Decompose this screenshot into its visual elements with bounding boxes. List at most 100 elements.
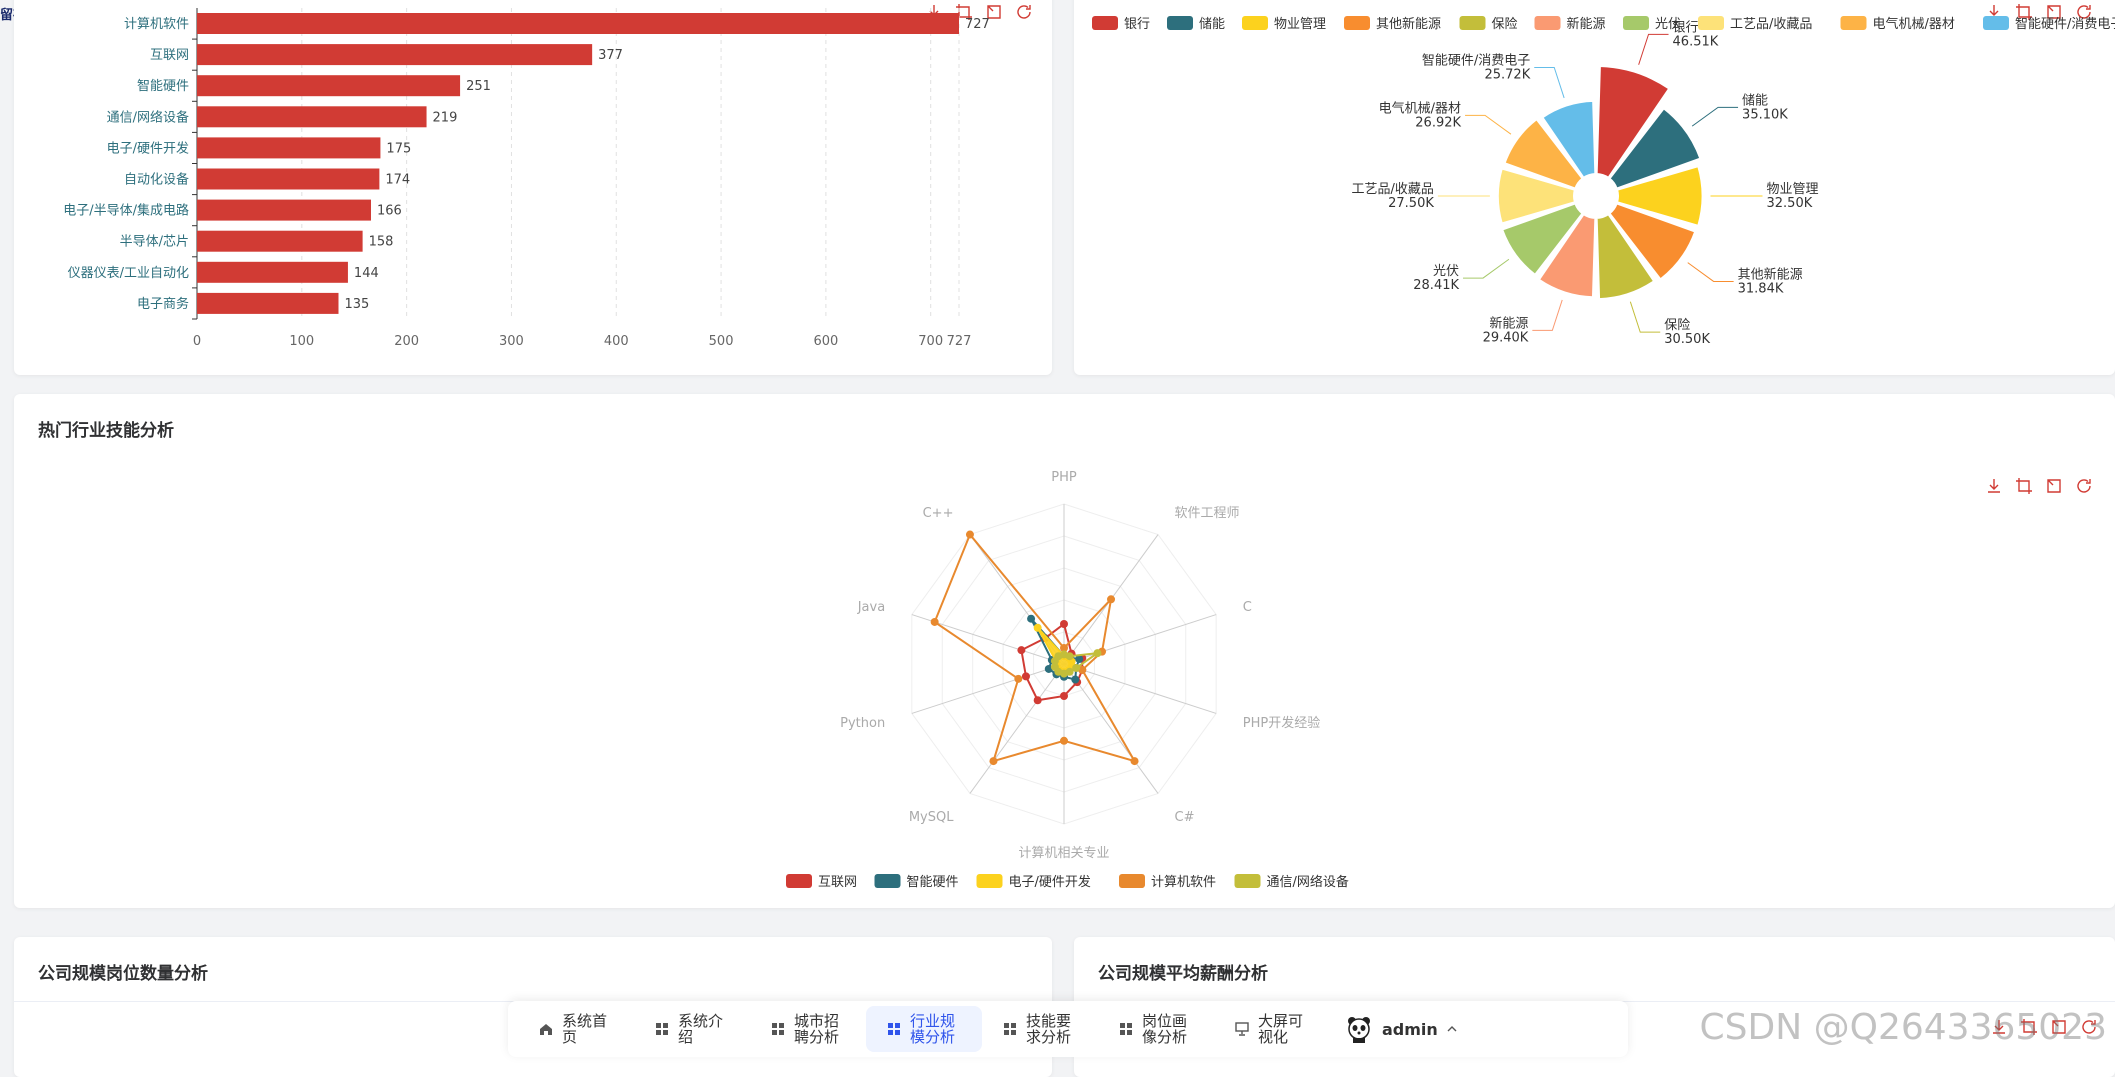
legend-swatch[interactable] xyxy=(1119,874,1145,888)
legend-label[interactable]: 智能硬件 xyxy=(907,875,959,890)
radar-axis xyxy=(911,663,1065,714)
crop-icon[interactable] xyxy=(2019,1017,2039,1037)
crop-icon[interactable] xyxy=(2014,2,2034,22)
bar[interactable] xyxy=(197,75,461,97)
refresh-icon[interactable] xyxy=(2074,2,2094,22)
legend-swatch[interactable] xyxy=(874,874,901,888)
nav-item-portrait[interactable]: 岗位画像分析 xyxy=(1098,1006,1214,1052)
radar-point[interactable] xyxy=(1060,736,1068,745)
rose-slice[interactable] xyxy=(1496,167,1576,225)
radar-point[interactable] xyxy=(1060,620,1068,628)
radar-point[interactable] xyxy=(1107,595,1116,604)
bar[interactable] xyxy=(197,292,339,314)
zoom-back-icon[interactable] xyxy=(2044,2,2064,22)
legend-swatch[interactable] xyxy=(1242,16,1268,30)
radar-point[interactable] xyxy=(1021,672,1030,681)
legend-label[interactable]: 储能 xyxy=(1199,17,1225,32)
slice-value: 31.84K xyxy=(1738,281,1784,296)
radar-point[interactable] xyxy=(1093,649,1102,658)
legend-label[interactable]: 智能硬件/消费电子 xyxy=(2015,17,2115,32)
radar-point[interactable] xyxy=(1072,663,1081,672)
rose-slice[interactable] xyxy=(1537,213,1597,299)
download-icon[interactable] xyxy=(1984,476,2004,496)
bar[interactable] xyxy=(197,106,427,128)
legend-label[interactable]: 计算机软件 xyxy=(1151,875,1216,890)
legend-label[interactable]: 光伏 xyxy=(1655,17,1681,32)
rose-slice[interactable] xyxy=(1608,202,1697,281)
radar-point[interactable] xyxy=(1027,614,1036,623)
bar[interactable] xyxy=(197,261,348,283)
radar-point[interactable] xyxy=(1033,696,1042,705)
bar[interactable] xyxy=(197,230,363,252)
rose-slice[interactable] xyxy=(1501,202,1584,276)
legend-swatch[interactable] xyxy=(1983,16,2009,30)
radar-point[interactable] xyxy=(1050,662,1059,671)
radar-point[interactable] xyxy=(1071,675,1080,684)
user-menu[interactable]: admin xyxy=(1330,1014,1472,1044)
legend-label[interactable]: 其他新能源 xyxy=(1376,16,1441,32)
legend-label[interactable]: 互联网 xyxy=(818,875,857,890)
legend-label[interactable]: 电子/硬件开发 xyxy=(1009,874,1091,890)
radar-point[interactable] xyxy=(1060,692,1068,700)
rose-slice[interactable] xyxy=(1503,118,1584,190)
legend-label[interactable]: 新能源 xyxy=(1567,16,1606,32)
zoom-back-icon[interactable] xyxy=(2049,1017,2069,1037)
rose-slice[interactable] xyxy=(1595,213,1656,301)
nav-item-home[interactable]: 系统首页 xyxy=(518,1006,634,1052)
radar-point[interactable] xyxy=(1044,664,1053,673)
bar[interactable] xyxy=(197,44,593,66)
nav-item-industry[interactable]: 行业规模分析 xyxy=(866,1006,982,1052)
nav-item-city[interactable]: 城市招聘分析 xyxy=(750,1006,866,1052)
crop-icon[interactable] xyxy=(2014,476,2034,496)
legend-label[interactable]: 通信/网络设备 xyxy=(1267,874,1349,890)
legend-swatch[interactable] xyxy=(1344,16,1370,30)
legend-swatch[interactable] xyxy=(1459,16,1486,30)
slice-label: 电气机械/器材 xyxy=(1379,100,1461,116)
legend-swatch[interactable] xyxy=(1167,16,1193,30)
refresh-icon[interactable] xyxy=(2074,476,2094,496)
legend-swatch[interactable] xyxy=(1534,16,1561,30)
rose-slice[interactable] xyxy=(1616,165,1704,227)
radar-point[interactable] xyxy=(1060,644,1068,652)
legend-swatch[interactable] xyxy=(1092,16,1118,30)
radar-point[interactable] xyxy=(930,617,939,626)
rose-slice[interactable] xyxy=(1595,65,1671,179)
rose-slice[interactable] xyxy=(1541,99,1597,179)
radar-point[interactable] xyxy=(1075,655,1084,664)
legend-swatch[interactable] xyxy=(1234,874,1261,888)
bar[interactable] xyxy=(197,199,371,221)
legend-label[interactable]: 物业管理 xyxy=(1274,17,1326,32)
nav-item-intro[interactable]: 系统介绍 xyxy=(634,1006,750,1052)
radar-point[interactable] xyxy=(1078,665,1087,674)
legend-swatch[interactable] xyxy=(1698,16,1724,30)
radar-point[interactable] xyxy=(1054,652,1063,661)
nav-item-skills[interactable]: 技能要求分析 xyxy=(982,1006,1098,1052)
legend-swatch[interactable] xyxy=(786,874,812,888)
legend-label[interactable]: 银行 xyxy=(1124,17,1150,32)
radar-point[interactable] xyxy=(1033,623,1042,632)
legend-label[interactable]: 保险 xyxy=(1492,17,1518,32)
zoom-back-icon[interactable] xyxy=(2044,476,2064,496)
bar[interactable] xyxy=(197,13,959,34)
radar-series[interactable] xyxy=(933,532,1137,763)
legend-swatch[interactable] xyxy=(1840,16,1867,30)
rose-slice[interactable] xyxy=(1608,107,1702,190)
bar[interactable] xyxy=(197,137,381,159)
radar-point[interactable] xyxy=(1014,674,1023,683)
legend-label[interactable]: 工艺品/收藏品 xyxy=(1730,17,1812,32)
download-icon[interactable] xyxy=(1989,1017,2009,1037)
radar-point[interactable] xyxy=(1065,652,1074,661)
refresh-icon[interactable] xyxy=(2079,1017,2099,1037)
radar-point[interactable] xyxy=(989,757,998,766)
radar-point[interactable] xyxy=(1017,646,1026,655)
bar[interactable] xyxy=(197,168,380,190)
nav-item-bigscreen[interactable]: 大屏可视化 xyxy=(1214,1006,1330,1052)
radar-point[interactable] xyxy=(965,530,974,539)
legend-label[interactable]: 电气机械/器材 xyxy=(1873,16,1955,32)
company-count-title: 公司规模岗位数量分析 xyxy=(38,964,208,984)
zoom-back-icon[interactable] xyxy=(984,2,1004,22)
legend-swatch[interactable] xyxy=(1623,16,1649,30)
legend-swatch[interactable] xyxy=(976,874,1003,888)
radar-point[interactable] xyxy=(1130,757,1139,766)
refresh-icon[interactable] xyxy=(1014,2,1034,22)
